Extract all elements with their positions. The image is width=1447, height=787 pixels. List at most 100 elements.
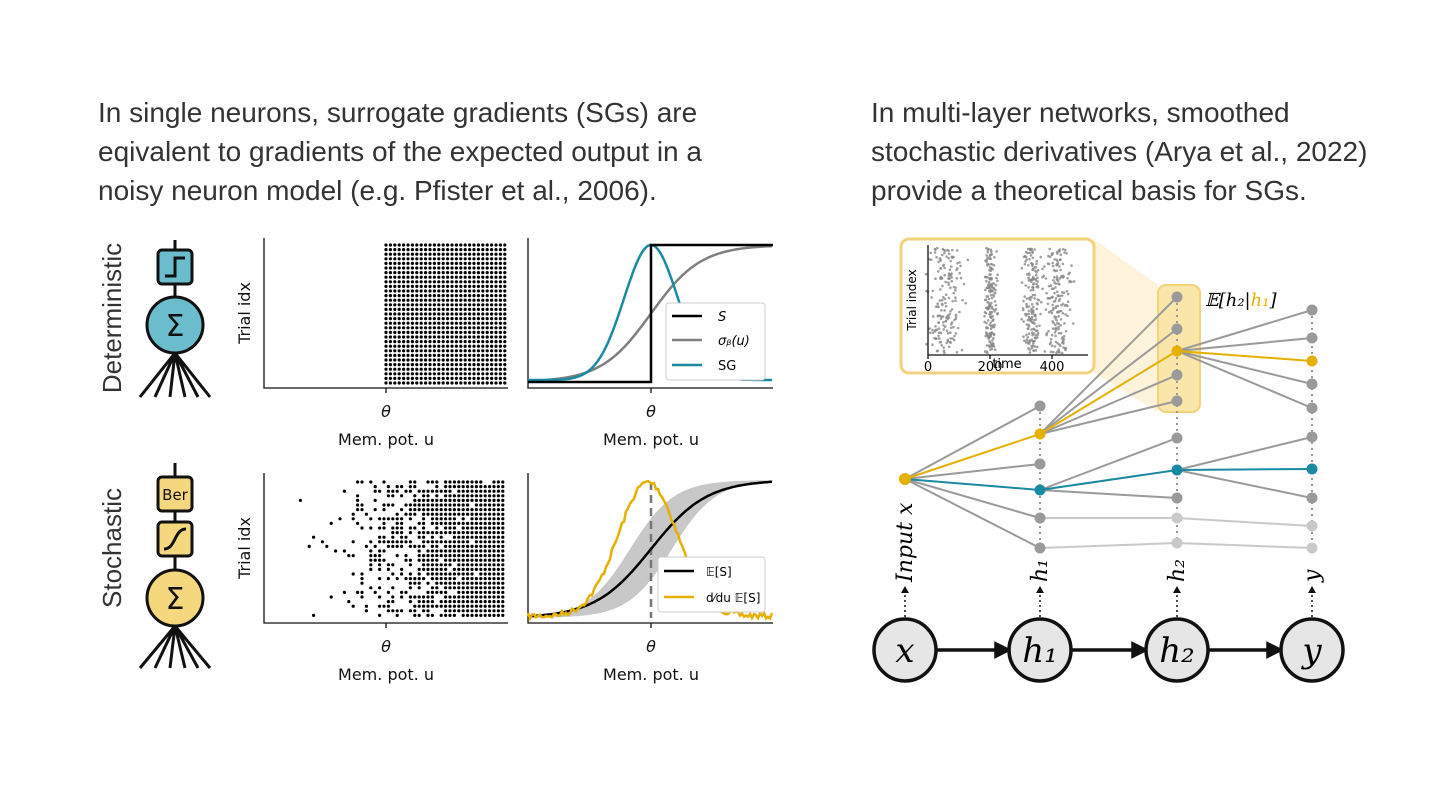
dot <box>437 317 441 321</box>
dot <box>1045 332 1049 335</box>
dot <box>985 344 989 347</box>
dot <box>325 544 329 549</box>
dot <box>444 512 448 516</box>
dot <box>422 489 426 493</box>
dot <box>406 344 410 348</box>
dot <box>439 590 443 595</box>
dot <box>488 613 492 618</box>
dot <box>483 604 487 608</box>
dot <box>472 330 476 334</box>
dot <box>454 372 458 376</box>
dot <box>408 485 412 489</box>
dot <box>940 344 943 347</box>
dot <box>413 581 417 585</box>
dot <box>476 248 480 252</box>
dot <box>435 590 439 595</box>
dot <box>994 283 998 287</box>
dot <box>463 289 467 293</box>
dot <box>936 246 939 250</box>
dot <box>1054 340 1058 344</box>
dot <box>391 544 395 549</box>
dot <box>415 257 419 261</box>
dot <box>964 301 967 305</box>
dot <box>498 363 502 367</box>
dot <box>410 307 414 311</box>
dot <box>472 307 476 311</box>
dot <box>1023 263 1027 266</box>
dot <box>494 349 498 353</box>
dot <box>402 376 406 380</box>
node <box>1034 542 1046 554</box>
dot <box>937 334 940 338</box>
dot <box>459 330 463 334</box>
dot <box>1059 318 1063 321</box>
dot <box>450 363 454 367</box>
dot <box>400 544 404 549</box>
dot <box>1028 273 1031 277</box>
dot <box>408 489 412 493</box>
dot <box>424 367 428 371</box>
dot <box>1029 298 1032 302</box>
dot <box>382 521 386 526</box>
dot <box>444 521 448 526</box>
dot <box>432 353 436 357</box>
dot <box>386 494 390 498</box>
dot <box>452 595 456 599</box>
inset-x-label: time <box>992 357 1021 372</box>
dot <box>388 271 392 275</box>
legend-label: S <box>718 310 726 325</box>
dot <box>441 257 445 261</box>
dot <box>472 349 476 353</box>
dot <box>459 353 463 357</box>
dot <box>461 498 465 502</box>
dot <box>378 586 382 590</box>
dot <box>406 257 410 261</box>
dot <box>1059 268 1062 272</box>
dot <box>382 526 386 530</box>
dot <box>461 531 465 535</box>
dot <box>488 489 492 493</box>
dot <box>496 613 500 618</box>
dot <box>384 248 388 252</box>
layer-label: y <box>1300 569 1325 583</box>
dot <box>454 381 458 385</box>
dot <box>384 335 388 339</box>
dot <box>943 297 947 301</box>
dot <box>441 289 445 293</box>
dot <box>432 252 436 256</box>
dot <box>503 298 507 302</box>
dot <box>441 317 445 321</box>
dot <box>474 480 478 484</box>
dot <box>450 243 454 247</box>
dot <box>1052 321 1055 325</box>
dot <box>422 526 426 530</box>
dot <box>479 544 483 549</box>
dot <box>947 272 951 275</box>
dot <box>984 288 987 292</box>
dot <box>933 251 937 254</box>
dot <box>454 257 458 261</box>
dot <box>410 330 414 334</box>
dot <box>947 296 951 300</box>
dot <box>378 567 382 572</box>
dot <box>474 508 478 512</box>
dot <box>1047 329 1050 333</box>
dot <box>1030 307 1033 311</box>
dot <box>1060 303 1063 307</box>
dot <box>468 363 472 367</box>
dot <box>417 572 421 576</box>
dot <box>424 307 428 311</box>
dot <box>987 247 990 251</box>
dot <box>989 283 992 287</box>
dot <box>461 586 465 590</box>
dot <box>1031 293 1035 297</box>
edge <box>1039 542 1178 549</box>
dot <box>479 540 483 544</box>
dot <box>1046 262 1050 265</box>
dot <box>931 343 934 347</box>
dot <box>463 376 467 380</box>
dot <box>991 282 994 285</box>
dot <box>1032 288 1035 292</box>
dot <box>402 284 406 288</box>
dot <box>479 503 483 507</box>
